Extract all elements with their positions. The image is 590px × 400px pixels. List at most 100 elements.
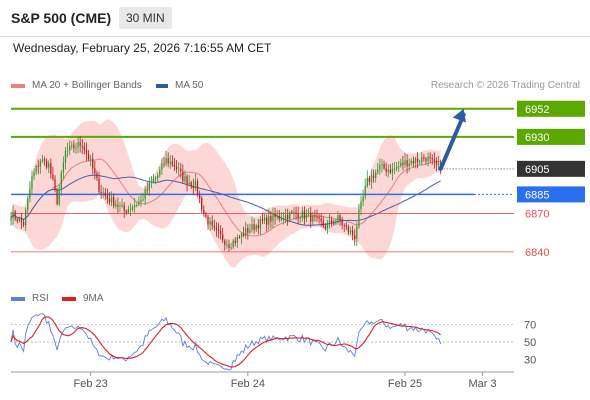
candle-body	[368, 177, 371, 182]
candle-body	[182, 171, 184, 182]
candle-body	[217, 229, 220, 231]
candle-body	[437, 163, 440, 165]
candle-body	[326, 223, 329, 229]
candle-body	[203, 209, 205, 214]
candle-body	[328, 220, 331, 224]
candle-body	[268, 215, 270, 225]
candle-body	[375, 172, 377, 178]
candle-body	[312, 215, 314, 222]
candle-body	[12, 211, 14, 219]
candle-body	[102, 192, 104, 194]
candle-body	[62, 162, 65, 173]
candle-body	[351, 230, 354, 236]
candle-body	[345, 225, 347, 227]
candle-body	[433, 159, 436, 162]
candle-body	[232, 240, 234, 248]
candle-body	[343, 225, 345, 227]
candle-body	[230, 247, 232, 249]
legend-rsi-ma-label: 9MA	[83, 293, 104, 304]
candle-body	[138, 201, 140, 205]
candle-body	[201, 198, 203, 210]
candle-body	[284, 215, 287, 219]
candle-body	[73, 144, 75, 149]
candle-body	[144, 189, 146, 200]
candle-body	[150, 181, 153, 183]
legend-rsi-label: RSI	[32, 293, 49, 304]
candle-body	[274, 214, 276, 218]
candle-body	[402, 162, 404, 165]
level-tag-6840	[517, 243, 585, 260]
candle-body	[276, 215, 278, 218]
candle-body	[280, 219, 283, 221]
candle-body	[211, 221, 213, 226]
candle-body	[391, 168, 394, 173]
chart-header: S&P 500 (CME) 30 MIN	[0, 0, 590, 37]
candle-body	[16, 218, 18, 222]
candle-body	[94, 168, 96, 174]
candle-body	[356, 226, 358, 240]
candle-body	[299, 217, 301, 219]
candle-body	[18, 218, 21, 222]
candle-body	[419, 161, 421, 163]
candle-body	[247, 228, 249, 233]
candle-body	[194, 181, 197, 188]
candle-body	[33, 172, 35, 177]
candle-body	[131, 207, 134, 210]
x-tick-label: Feb 24	[231, 378, 265, 390]
legend-ma20-label: MA 20 + Bollinger Bands	[32, 80, 142, 91]
level-label-6885: 6885	[525, 189, 549, 201]
candle-body	[35, 166, 37, 173]
level-label-6905: 6905	[525, 164, 549, 176]
candle-body	[152, 179, 155, 182]
x-tick-label: Feb 25	[388, 378, 422, 390]
candle-body	[75, 147, 77, 149]
candle-body	[161, 163, 163, 170]
candle-body	[129, 209, 132, 211]
candle-body	[198, 194, 201, 199]
candle-body	[372, 175, 375, 178]
candle-body	[335, 220, 337, 224]
candle-body	[310, 212, 312, 222]
candle-body	[318, 216, 320, 219]
candle-body	[96, 173, 98, 179]
candle-body	[389, 169, 391, 173]
candle-body	[291, 212, 293, 214]
candle-body	[41, 159, 44, 162]
candle-body	[387, 169, 389, 172]
bollinger-band-area	[11, 119, 441, 268]
candle-body	[29, 188, 31, 199]
candle-body	[173, 165, 176, 167]
ma20-swatch	[11, 83, 25, 88]
candle-body	[215, 227, 218, 230]
candle-body	[87, 153, 90, 160]
candle-body	[395, 167, 398, 169]
candle-body	[31, 176, 33, 189]
candle-body	[400, 162, 402, 167]
candle-body	[301, 211, 303, 218]
candle-body	[89, 158, 92, 160]
legend-rsi-ma: 9MA	[62, 293, 104, 304]
candle-body	[81, 145, 83, 147]
timeframe-button[interactable]: 30 MIN	[119, 7, 172, 29]
candle-body	[163, 163, 165, 165]
candle-body	[10, 218, 12, 221]
level-label-6930: 6930	[525, 132, 549, 144]
candle-body	[366, 177, 368, 187]
candle-body	[205, 213, 207, 217]
level-tag-6905	[517, 160, 585, 177]
candle-body	[410, 160, 412, 164]
candle-body	[307, 212, 310, 215]
candle-body	[54, 179, 56, 190]
candle-body	[261, 219, 264, 221]
candle-body	[56, 189, 58, 205]
candle-body	[37, 166, 39, 168]
candle-body	[253, 224, 255, 230]
candle-body	[66, 150, 69, 152]
candle-body	[43, 159, 46, 161]
candle-body	[110, 197, 113, 203]
candle-body	[125, 210, 127, 213]
legend-rsi: RSI	[11, 293, 49, 304]
rsi-line	[10, 313, 442, 371]
candle-body	[242, 233, 245, 236]
